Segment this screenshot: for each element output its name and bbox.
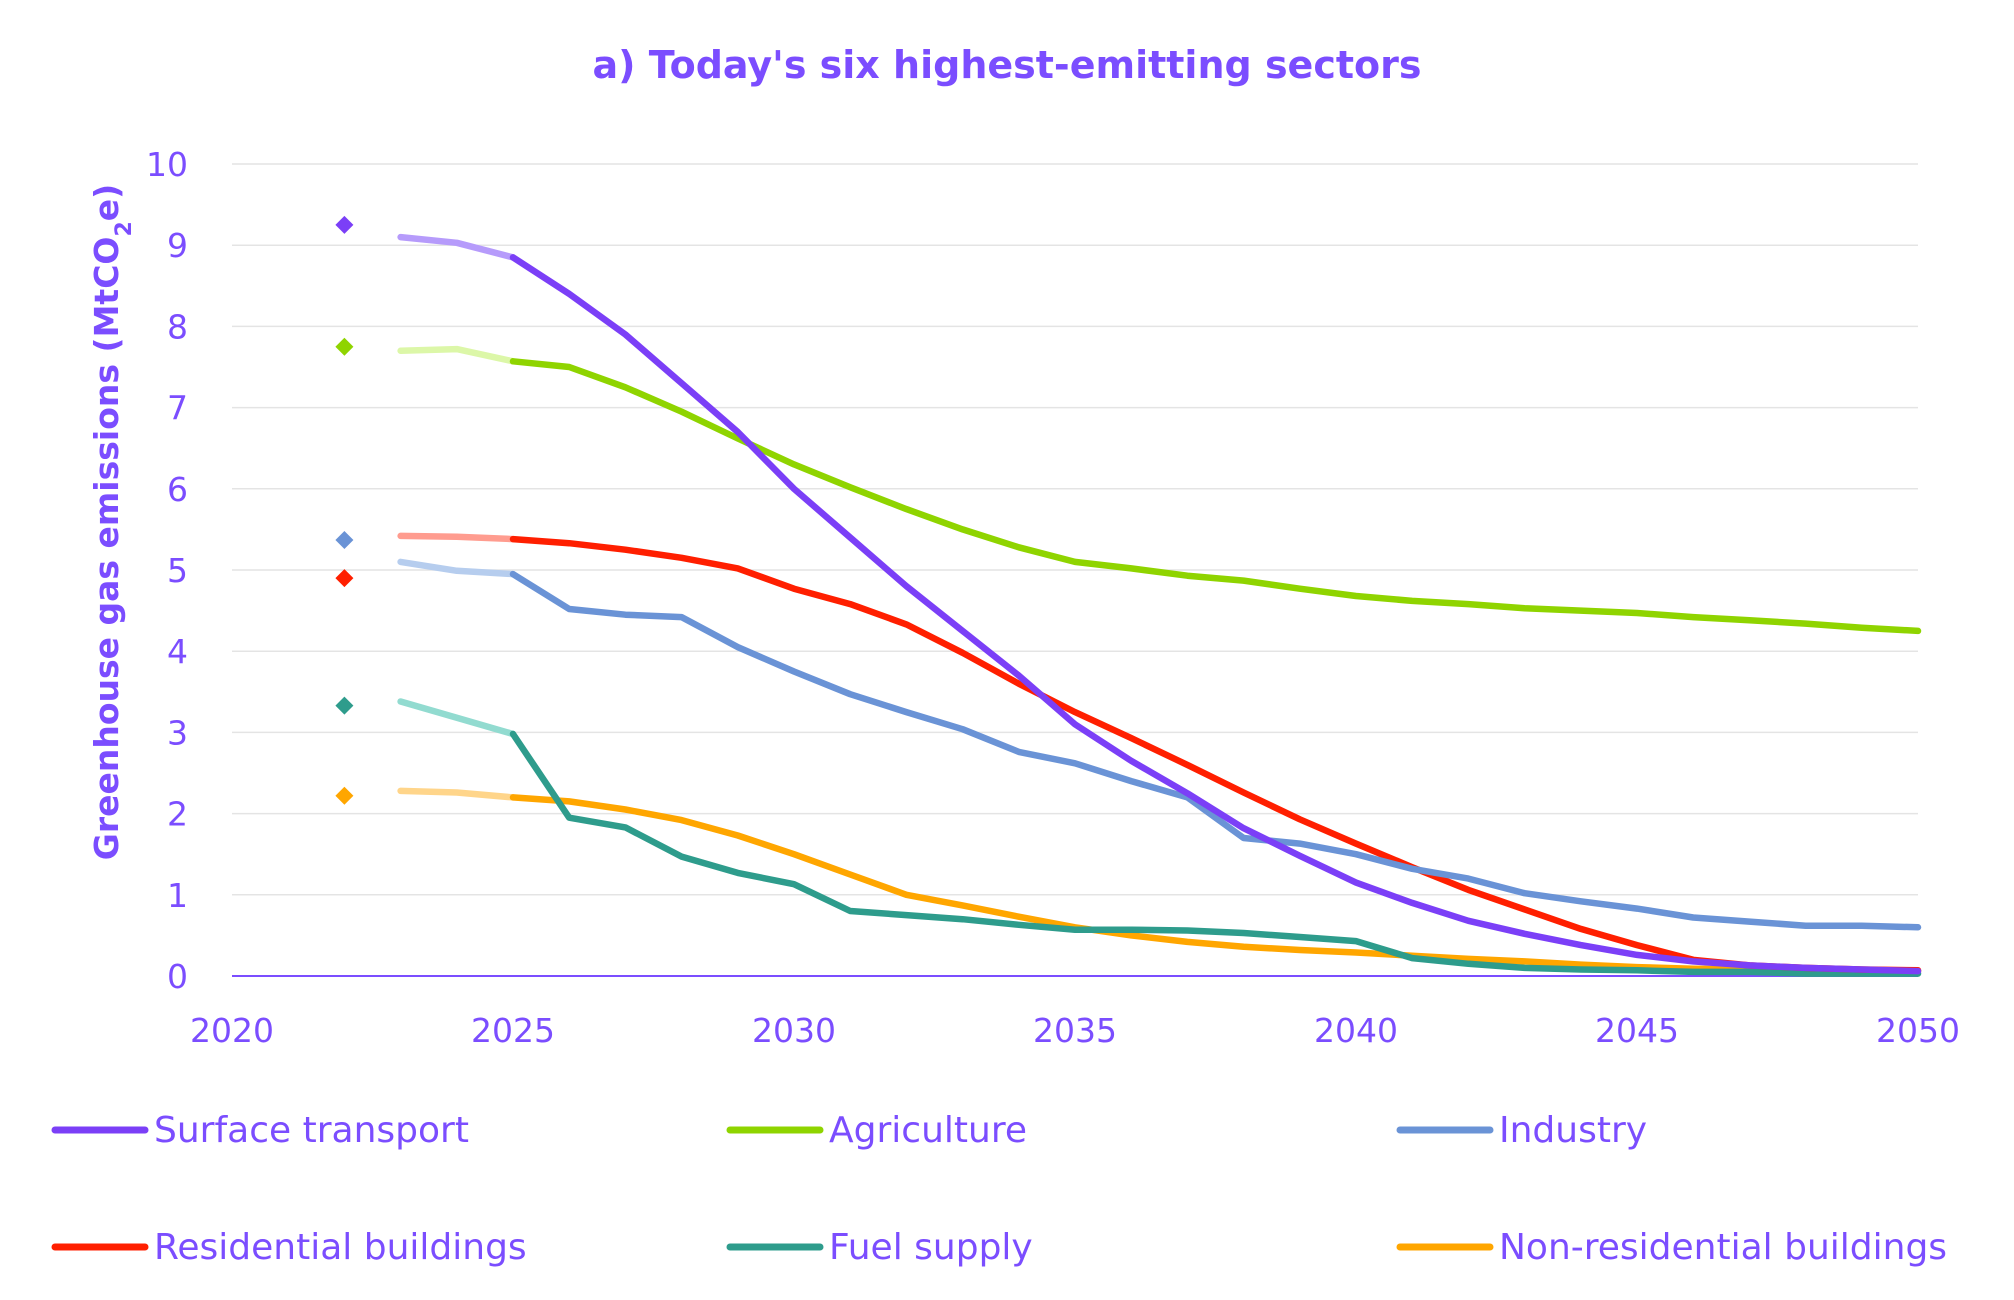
y-axis-label-end: e): [87, 184, 126, 221]
marker-non-residential-buildings: [335, 786, 354, 805]
legend-label-agriculture: Agriculture: [829, 1110, 1027, 1151]
marker-fuel-supply: [335, 696, 354, 715]
x-tick-label: 2040: [1314, 1011, 1398, 1050]
historical-markers: [335, 215, 354, 805]
y-axis-label: Greenhouse gas emissions (MtCO2e): [87, 184, 137, 861]
series-early-non-residential-buildings: [397, 787, 517, 801]
y-tick-label: 4: [167, 632, 188, 671]
x-tick-label: 2035: [1033, 1011, 1117, 1050]
series-lines: [397, 233, 1922, 977]
series-early-agriculture: [397, 345, 517, 365]
legend: Surface transport Agriculture Industry Resi…: [51, 1110, 1947, 1268]
series-early-fuel-supply: [397, 698, 517, 738]
y-tick-label: 9: [167, 226, 188, 265]
y-tick-label: 8: [167, 307, 188, 346]
series-line-non-residential-buildings: [509, 794, 1922, 975]
gridlines: [232, 163, 1918, 896]
x-tick-label: 2020: [190, 1011, 274, 1050]
series-line-fuel-supply: [509, 730, 1922, 977]
series-line-agriculture: [509, 358, 1922, 635]
marker-residential-buildings: [335, 569, 354, 588]
x-tick-label: 2025: [471, 1011, 555, 1050]
x-tick-label: 2030: [752, 1011, 836, 1050]
y-tick-label: 7: [167, 389, 188, 428]
series-early-industry: [397, 558, 517, 578]
legend-label-surface-transport: Surface transport: [154, 1110, 469, 1151]
series-early-surface-transport: [397, 233, 517, 261]
y-tick-label: 6: [167, 470, 188, 509]
x-tick-label: 2050: [1876, 1011, 1960, 1050]
series-line-residential-buildings: [509, 535, 1922, 974]
legend-label-industry: Industry: [1499, 1110, 1647, 1151]
y-axis-label-subscript: 2: [112, 221, 137, 236]
legend-label-residential-buildings: Residential buildings: [154, 1227, 527, 1268]
y-axis-label-main: Greenhouse gas emissions (MtCO: [87, 237, 126, 861]
y-tick-label: 1: [167, 876, 188, 915]
legend-label-fuel-supply: Fuel supply: [829, 1227, 1033, 1268]
series-line-surface-transport: [509, 254, 1922, 975]
marker-agriculture: [335, 337, 354, 356]
series-line-industry: [509, 570, 1922, 931]
marker-surface-transport: [335, 215, 354, 234]
y-tick-label: 3: [167, 713, 188, 752]
axes: 0 1 2 3 4 5 6 7 8 9 10 2020 2025 2030 2035 2040 2045 2050: [146, 145, 1960, 1050]
chart-title: a) Today's six highest-emitting sectors: [593, 43, 1422, 87]
legend-label-non-residential-buildings: Non-residential buildings: [1499, 1227, 1947, 1268]
y-tick-label: 10: [146, 145, 188, 184]
y-tick-label: 2: [167, 795, 188, 834]
y-tick-label: 5: [167, 551, 188, 590]
y-tick-label: 0: [167, 957, 188, 996]
x-tick-label: 2045: [1595, 1011, 1679, 1050]
series-early-residential-buildings: [397, 532, 517, 543]
marker-industry: [335, 530, 354, 549]
